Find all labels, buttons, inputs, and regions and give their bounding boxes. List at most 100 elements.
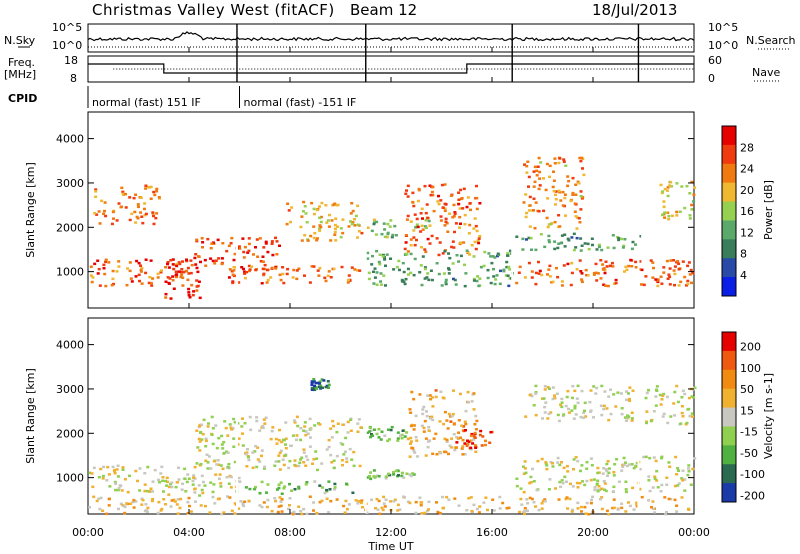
velocity-cell [123,478,127,481]
velocity-feature-4 [366,425,409,443]
velocity-cell [172,498,176,502]
power-cell [424,250,428,254]
velocity-cell [286,507,290,511]
power-cell [452,277,455,281]
velocity-cell [357,418,361,421]
power-cell [128,218,132,222]
power-colorbar-swatch-7 [722,258,736,278]
power-cell [423,248,427,251]
velocity-cell [687,407,691,411]
velocity-cell [211,442,215,446]
power-cell [318,227,322,230]
power-cell [571,176,575,180]
velocity-cell [322,379,326,382]
velocity-cell [422,426,426,430]
power-cell [570,261,574,265]
velocity-cell [683,392,687,396]
power-cell [611,265,615,268]
velocity-cell [685,421,689,425]
power-cell [420,224,424,228]
velocity-cell [612,498,616,501]
power-cell [388,225,392,228]
velocity-feature-10 [644,384,697,426]
velocity-cell [612,506,616,510]
power-cell [527,175,531,179]
freq-line [88,63,694,74]
power-cell [538,269,542,273]
velocity-cell [427,500,431,504]
power-cell [420,246,423,249]
power-cell [586,242,590,246]
power-cell [683,275,687,279]
velocity-cell [146,465,150,469]
velocity-cell [572,468,575,471]
power-cell [478,235,482,238]
velocity-cell [335,430,339,434]
velocity-cell [320,378,324,381]
velocity-cell [409,411,413,414]
velocity-cell [484,439,487,443]
power-cell [173,263,177,266]
power-cell [454,283,458,286]
velocity-cell [187,496,191,500]
power-cell [562,264,566,267]
power-cell [139,264,143,267]
velocity-cell [647,475,651,478]
velocity-cell [549,411,553,414]
velocity-cell [410,390,414,394]
velocity-cell [304,483,308,486]
power-cell [340,265,344,269]
velocity-cell [114,482,118,485]
velocity-cell [449,420,453,423]
power-cell [579,208,583,211]
power-cell [563,193,567,196]
velocity-cell [658,393,662,397]
power-cell [404,277,408,281]
velocity-cell [170,485,174,489]
velocity-cell [681,415,685,418]
velocity-cell [400,437,404,440]
power-cell [592,271,596,275]
power-cell [120,186,124,190]
date-label: 18/Jul/2013 [592,1,677,19]
power-cell [281,266,285,269]
velocity-cell [183,477,187,481]
power-cell [412,229,416,232]
power-cell [571,193,575,196]
velocity-cell [603,488,606,491]
velocity-cell [392,471,395,474]
power-cell [372,218,376,221]
power-cell [577,217,581,220]
power-cell [666,211,670,214]
power-cell [677,268,681,271]
power-cell [383,258,387,261]
velocity-cell [551,462,554,465]
power-cell [332,203,336,206]
velocity-cell [460,424,464,427]
velocity-cell [156,511,160,515]
velocity-cell [526,502,530,505]
power-cell [534,271,538,275]
velocity-cell [680,496,684,499]
velocity-cell [596,490,600,493]
velocity-cell [570,510,574,513]
power-cell [94,195,98,198]
velocity-cell [282,438,286,442]
cpid-mode-strip: normal (fast) 151 IF normal (fast) -151 I… [87,86,356,109]
velocity-cell [170,481,174,484]
velocity-cell [576,384,580,388]
x-tick-label-3: 12:00 [375,526,407,539]
power-cell [554,193,557,197]
power-cell [325,221,329,224]
velocity-cell [560,405,564,409]
power-cell [675,214,679,217]
power-cell [691,271,695,275]
power-cell [171,279,175,282]
velocity-cell [680,411,684,415]
velocity-cell [177,478,181,481]
nave-label: Nave [752,66,780,79]
velocity-cell [342,504,346,508]
velocity-cell [384,498,388,501]
power-cell [426,237,430,241]
velocity-cell [199,430,203,434]
